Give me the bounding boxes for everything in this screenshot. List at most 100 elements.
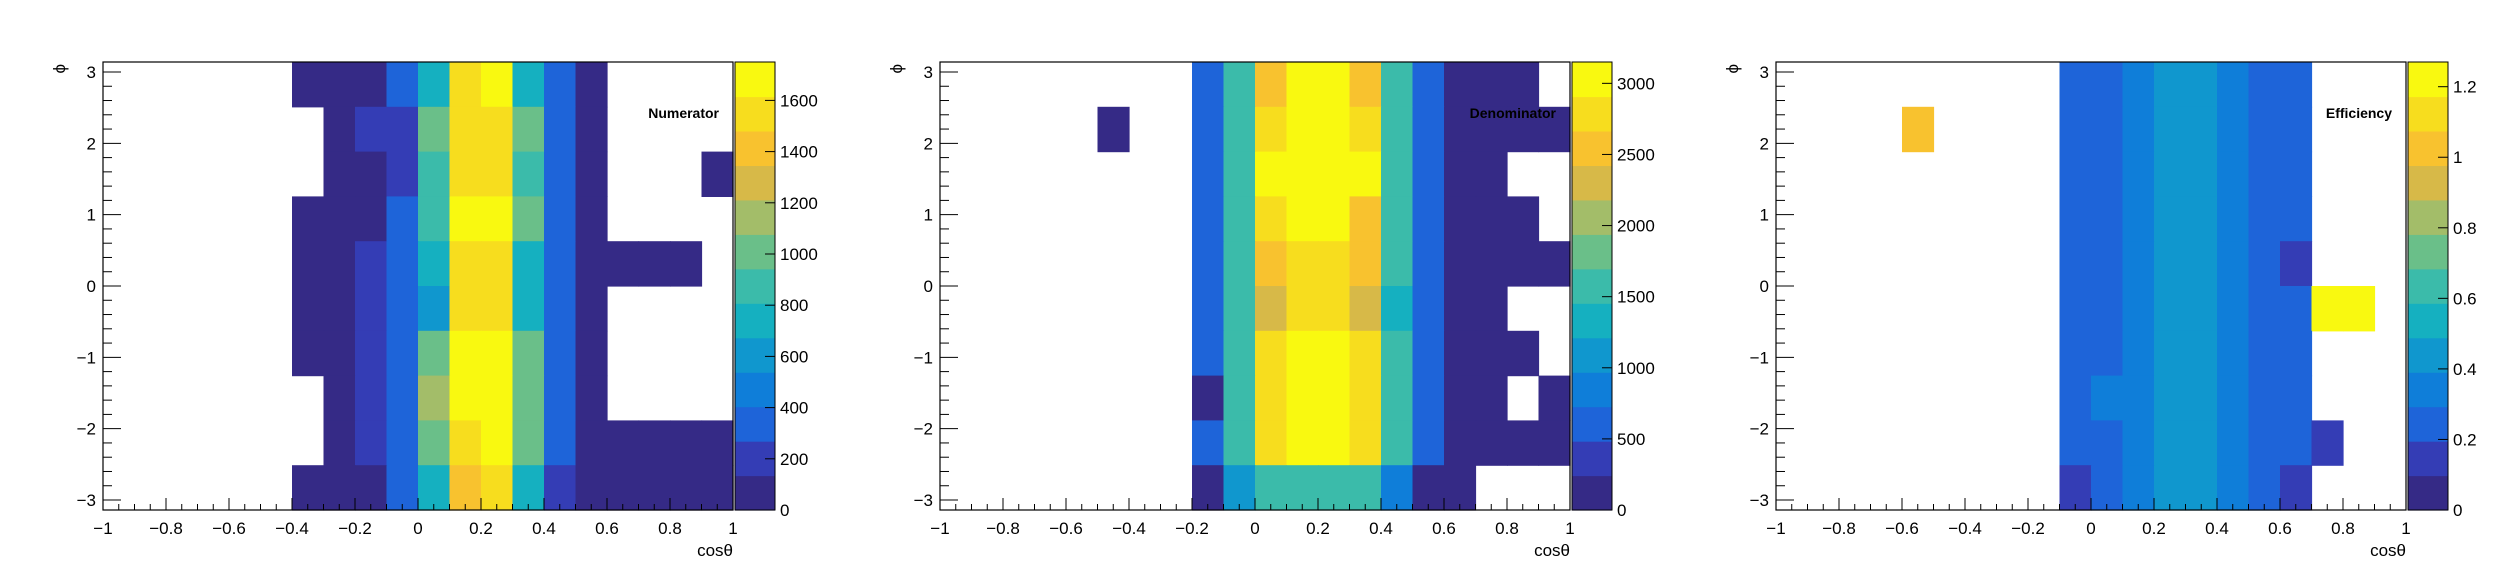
heatmap-cell	[575, 151, 608, 197]
color-bar-segment	[2408, 406, 2448, 442]
heatmap-cell	[638, 420, 671, 466]
heatmap-cell	[2059, 62, 2092, 108]
y-tick-label: 3	[87, 63, 96, 82]
z-tick-label: 1400	[780, 143, 818, 162]
heatmap-cell	[2122, 196, 2155, 242]
heatmap-cell	[481, 241, 514, 287]
heatmap-cell	[1223, 465, 1256, 511]
heatmap-cell	[512, 62, 545, 108]
heatmap-cell	[355, 330, 388, 377]
heatmap-cell	[2059, 241, 2092, 287]
heatmap-cell	[2059, 151, 2092, 197]
heatmap-cell	[1255, 106, 1288, 153]
heatmap-cell	[323, 375, 356, 421]
heatmap-cell	[481, 62, 514, 108]
z-tick-label: 2500	[1617, 145, 1655, 164]
heatmap-cell	[1192, 106, 1225, 153]
heatmap-cell	[2280, 330, 2313, 377]
heatmap-cell	[2154, 286, 2187, 332]
z-tick-label: 1500	[1617, 288, 1655, 307]
color-bar-segment	[2408, 475, 2448, 511]
heatmap-cell	[1381, 196, 1414, 242]
plot-title: Denominator	[1470, 105, 1557, 121]
heatmap-cell	[323, 241, 356, 287]
heatmap-cell	[1444, 375, 1477, 421]
heatmap-cell	[1475, 241, 1508, 287]
heatmap-cell	[1444, 420, 1477, 466]
heatmap-cell	[2059, 286, 2092, 332]
heatmap-cell	[1192, 465, 1225, 511]
heatmap-cell	[2059, 375, 2092, 421]
y-tick-label: −3	[1750, 491, 1769, 510]
heatmap-panel-2: −1 −0.8 −0.6 −0.4 −0.2 0 0.2 0.4 0.6 0.8 1 cosθ −3 −2…	[887, 61, 1655, 560]
heatmap-cell	[2154, 106, 2187, 153]
heatmap-cell	[701, 465, 734, 511]
x-tick-label: 0.8	[2331, 519, 2355, 538]
heatmap-cell	[1223, 106, 1256, 153]
color-bar-segment	[2408, 62, 2448, 98]
heatmap-cell	[2091, 62, 2124, 108]
heatmap-cell	[481, 196, 514, 242]
heatmap-cell	[1381, 420, 1414, 466]
heatmap-cell	[2091, 241, 2124, 287]
heatmap-cell	[386, 241, 419, 287]
heatmap-cell	[512, 106, 545, 153]
heatmap-cell	[1475, 375, 1508, 421]
heatmap-cell	[292, 465, 325, 511]
heatmap-cell	[1381, 62, 1414, 108]
heatmap-cell	[1286, 330, 1319, 377]
color-bar-segment	[1572, 199, 1612, 235]
heatmap-cell	[1475, 286, 1508, 332]
heatmap-cell	[575, 62, 608, 108]
heatmap-cell	[1444, 62, 1477, 108]
heatmap-cell	[1255, 375, 1288, 421]
heatmap-cell	[2059, 196, 2092, 242]
heatmap-cell	[1255, 420, 1288, 466]
heatmap-cell	[670, 465, 703, 511]
heatmap-cell	[1318, 196, 1351, 242]
color-bar-segment	[1572, 234, 1612, 270]
heatmap-cell	[449, 286, 482, 332]
heatmap-cell	[544, 151, 577, 197]
heatmap-cell	[1412, 196, 1445, 242]
color-bar-frame	[1571, 61, 1613, 511]
heatmap-cell	[2185, 420, 2218, 466]
heatmap-cell	[1192, 241, 1225, 287]
heatmap-cell	[1255, 241, 1288, 287]
heatmap-cell	[670, 241, 703, 287]
heatmap-cell	[386, 196, 419, 242]
heatmap-cell	[2217, 196, 2250, 242]
heatmap-cell	[1286, 241, 1319, 287]
heatmap-cell	[2217, 62, 2250, 108]
heatmap-cell	[512, 465, 545, 511]
z-tick-label: 1000	[1617, 359, 1655, 378]
z-tick-label: 1000	[780, 245, 818, 264]
heatmap-cell	[449, 330, 482, 377]
heatmap-cell	[1318, 106, 1351, 153]
heatmap-cell	[2185, 330, 2218, 377]
x-tick-label: 0.8	[658, 519, 682, 538]
heatmap-cell	[512, 286, 545, 332]
heatmap-cell	[1192, 420, 1225, 466]
z-tick-label: 0.8	[2453, 219, 2477, 238]
heatmap-cell	[2311, 286, 2344, 332]
heatmap-cell	[386, 106, 419, 153]
color-bar-segment	[1572, 406, 1612, 442]
color-bar-segment	[1572, 372, 1612, 408]
heatmap-cell	[2122, 465, 2155, 511]
heatmap-cell	[323, 151, 356, 197]
heatmap-cell	[1412, 241, 1445, 287]
heatmap-cell	[1255, 151, 1288, 197]
y-tick-label: 3	[1760, 63, 1769, 82]
heatmap-cell	[2185, 286, 2218, 332]
x-tick-label: −0.2	[2011, 519, 2045, 538]
heatmap-cell	[2280, 106, 2313, 153]
x-axis-label: cosθ	[697, 541, 733, 560]
x-tick-label: −0.4	[275, 519, 309, 538]
x-tick-label: −0.6	[1885, 519, 1919, 538]
heatmap-cells	[1902, 62, 2376, 511]
heatmap-cell	[2248, 375, 2281, 421]
heatmap-cell	[1223, 151, 1256, 197]
y-tick-label: 0	[87, 277, 96, 296]
y-tick-label: −2	[914, 420, 933, 439]
